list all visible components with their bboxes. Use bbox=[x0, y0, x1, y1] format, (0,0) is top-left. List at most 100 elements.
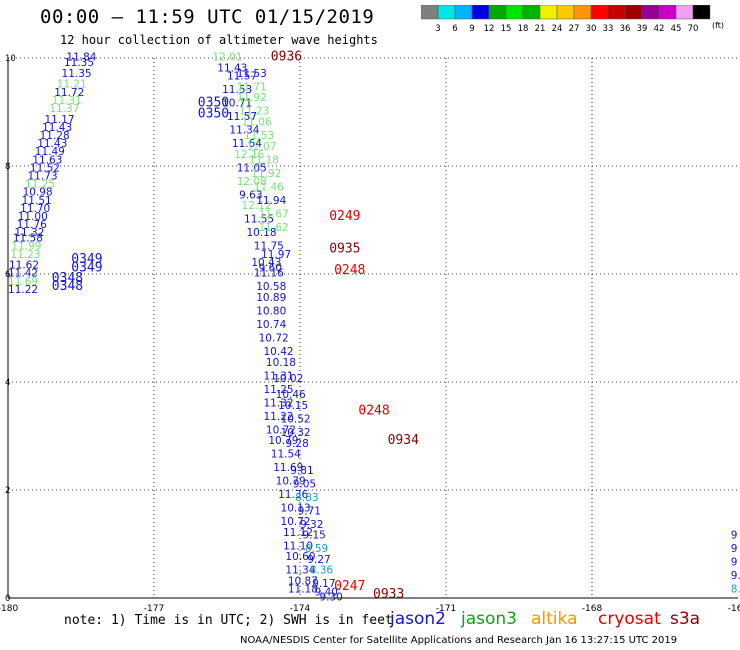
wave-height-point: 11.32 bbox=[14, 227, 44, 239]
wave-height-point: 9.17 bbox=[312, 578, 335, 590]
wave-height-point: 11.53 bbox=[222, 84, 252, 96]
wave-height-point: 11.42 bbox=[8, 268, 38, 280]
wave-height-point: 10.52 bbox=[281, 414, 311, 426]
wave-height-point: 11.75 bbox=[254, 241, 284, 253]
wave-height-point: 11.57 bbox=[227, 111, 257, 123]
wave-height-point: 11.05 bbox=[237, 162, 267, 174]
color-scale-tick-label: 39 bbox=[637, 24, 648, 34]
y-tick-label: 6 bbox=[5, 270, 10, 280]
wave-height-point: 11.67 bbox=[259, 208, 289, 220]
wave-height-point: 9.28 bbox=[285, 438, 308, 450]
pass-time-label: 0936 bbox=[271, 50, 302, 65]
pass-time-label: 0934 bbox=[388, 433, 419, 448]
wave-height-point: 11.51 bbox=[22, 195, 52, 207]
wave-height-point: 11.36 bbox=[278, 489, 308, 501]
wave-height-point: 10.89 bbox=[256, 292, 286, 304]
wave-height-point: 11.54 bbox=[271, 449, 301, 461]
wave-height-point: 12.16 bbox=[234, 149, 264, 161]
color-scale-tick-label: 70 bbox=[688, 24, 699, 34]
wave-height-point: 8.36 bbox=[310, 565, 334, 577]
wave-height-point: 11.43 bbox=[42, 122, 72, 134]
wave-height-point: 11.22 bbox=[8, 284, 38, 296]
wave-height-point: 11.94 bbox=[256, 195, 286, 207]
pass-time-label: 0348 bbox=[52, 271, 83, 286]
wave-height-point: 10.79 bbox=[276, 476, 306, 488]
wave-height-point: 8. bbox=[731, 584, 740, 596]
legend-jason3: jason3 bbox=[461, 609, 517, 629]
x-tick-label: -174 bbox=[290, 604, 311, 614]
color-scale-unit: (ft) bbox=[712, 21, 725, 30]
wave-height-point: 11.49 bbox=[35, 146, 65, 158]
footer-credit: NOAA/NESDIS Center for Satellite Applica… bbox=[240, 635, 678, 646]
wave-height-point: 11.58 bbox=[13, 233, 43, 245]
wave-height-point: 11.63 bbox=[32, 154, 62, 166]
wave-height-point: 10.80 bbox=[256, 306, 286, 318]
legend-s3a: s3a bbox=[670, 609, 701, 629]
wave-height-point: 10.72 bbox=[281, 516, 311, 528]
wave-height-point: 11.53 bbox=[244, 130, 274, 142]
wave-height-point: 11.70 bbox=[20, 203, 50, 215]
pass-time-label: 0348 bbox=[52, 279, 83, 294]
wave-height-point: 11.16 bbox=[254, 268, 284, 280]
wave-height-point: 9.30 bbox=[319, 592, 342, 604]
wave-height-point: 11.69 bbox=[8, 276, 38, 288]
page-title: 00:00 – 11:59 UTC 01/15/2019 bbox=[40, 6, 375, 28]
wave-height-point: 10.18 bbox=[266, 357, 296, 369]
wave-height-point: 9.71 bbox=[298, 505, 321, 517]
wave-height-point: 10.18 bbox=[246, 227, 276, 239]
wave-height-point: 11.37 bbox=[49, 103, 79, 115]
wave-height-point: 10.46 bbox=[276, 389, 306, 401]
legend-cryosat: cryosat bbox=[598, 609, 661, 629]
wave-height-point: 11.43 bbox=[217, 63, 247, 75]
color-scale-tick-label: 45 bbox=[671, 24, 682, 34]
wave-height-point: 11.52 bbox=[30, 162, 60, 174]
wave-height-point: 9 bbox=[731, 543, 738, 555]
wave-height-point: 9.81 bbox=[290, 465, 313, 477]
wave-height-point: 11.22 bbox=[264, 411, 294, 423]
wave-height-point: 9.15 bbox=[302, 530, 325, 542]
color-scale-tick-label: 6 bbox=[452, 24, 457, 34]
wave-height-point: 11.76 bbox=[17, 219, 47, 231]
wave-height-point: 11.69 bbox=[273, 462, 303, 474]
wave-height-point: 9.63 bbox=[239, 189, 262, 201]
wave-height-point: 11.84 bbox=[66, 52, 96, 64]
wave-height-point: 11.21 bbox=[57, 79, 87, 91]
pass-time-label: 0935 bbox=[329, 241, 360, 256]
y-tick-label: 8 bbox=[5, 162, 10, 172]
wave-height-point: 9.60 bbox=[259, 262, 282, 274]
wave-height-point: 10.72 bbox=[266, 424, 296, 436]
wave-height-point: 9. bbox=[731, 570, 740, 582]
wave-height-point: 11.35 bbox=[64, 57, 94, 69]
x-tick-label: -180 bbox=[0, 604, 18, 614]
pass-time-label: 0249 bbox=[329, 209, 360, 224]
wave-height-point: 9.40 bbox=[315, 586, 338, 598]
wave-height-point: 11.97 bbox=[261, 249, 291, 261]
wave-height-point: 11.00 bbox=[18, 211, 48, 223]
pass-time-label: 0350 bbox=[198, 96, 229, 111]
wave-height-point: 10.43 bbox=[251, 257, 281, 269]
color-scale-tick-label: 30 bbox=[586, 24, 597, 34]
wave-height-point: 9.05 bbox=[293, 478, 316, 490]
wave-height-point: 10.60 bbox=[285, 551, 315, 563]
pass-time-label: 0248 bbox=[334, 263, 365, 278]
y-tick-label: 2 bbox=[5, 486, 10, 496]
wave-height-point: 11.43 bbox=[37, 138, 67, 150]
wave-height-point: 8.59 bbox=[305, 543, 328, 555]
y-tick-label: 0 bbox=[5, 594, 10, 604]
wave-height-point: 10.79 bbox=[268, 435, 298, 447]
pass-time-label: 0933 bbox=[373, 587, 404, 602]
wave-height-point: 11.06 bbox=[242, 117, 272, 129]
x-tick-label: -177 bbox=[144, 604, 164, 614]
wave-height-point: 11.73 bbox=[27, 171, 57, 183]
legend-altika: altika bbox=[531, 609, 578, 629]
wave-height-point: 11.25 bbox=[264, 384, 294, 396]
wave-height-point: 11.62 bbox=[259, 222, 289, 234]
wave-height-point: 10.74 bbox=[256, 319, 286, 331]
wave-height-point: 11.53 bbox=[237, 68, 267, 80]
wave-height-point: 9 bbox=[731, 530, 738, 542]
pass-time-label: 0247 bbox=[334, 579, 365, 594]
wave-height-point: 10.42 bbox=[264, 346, 294, 358]
footer-note: note: 1) Time is in UTC; 2) SWH is in fe… bbox=[64, 613, 393, 628]
